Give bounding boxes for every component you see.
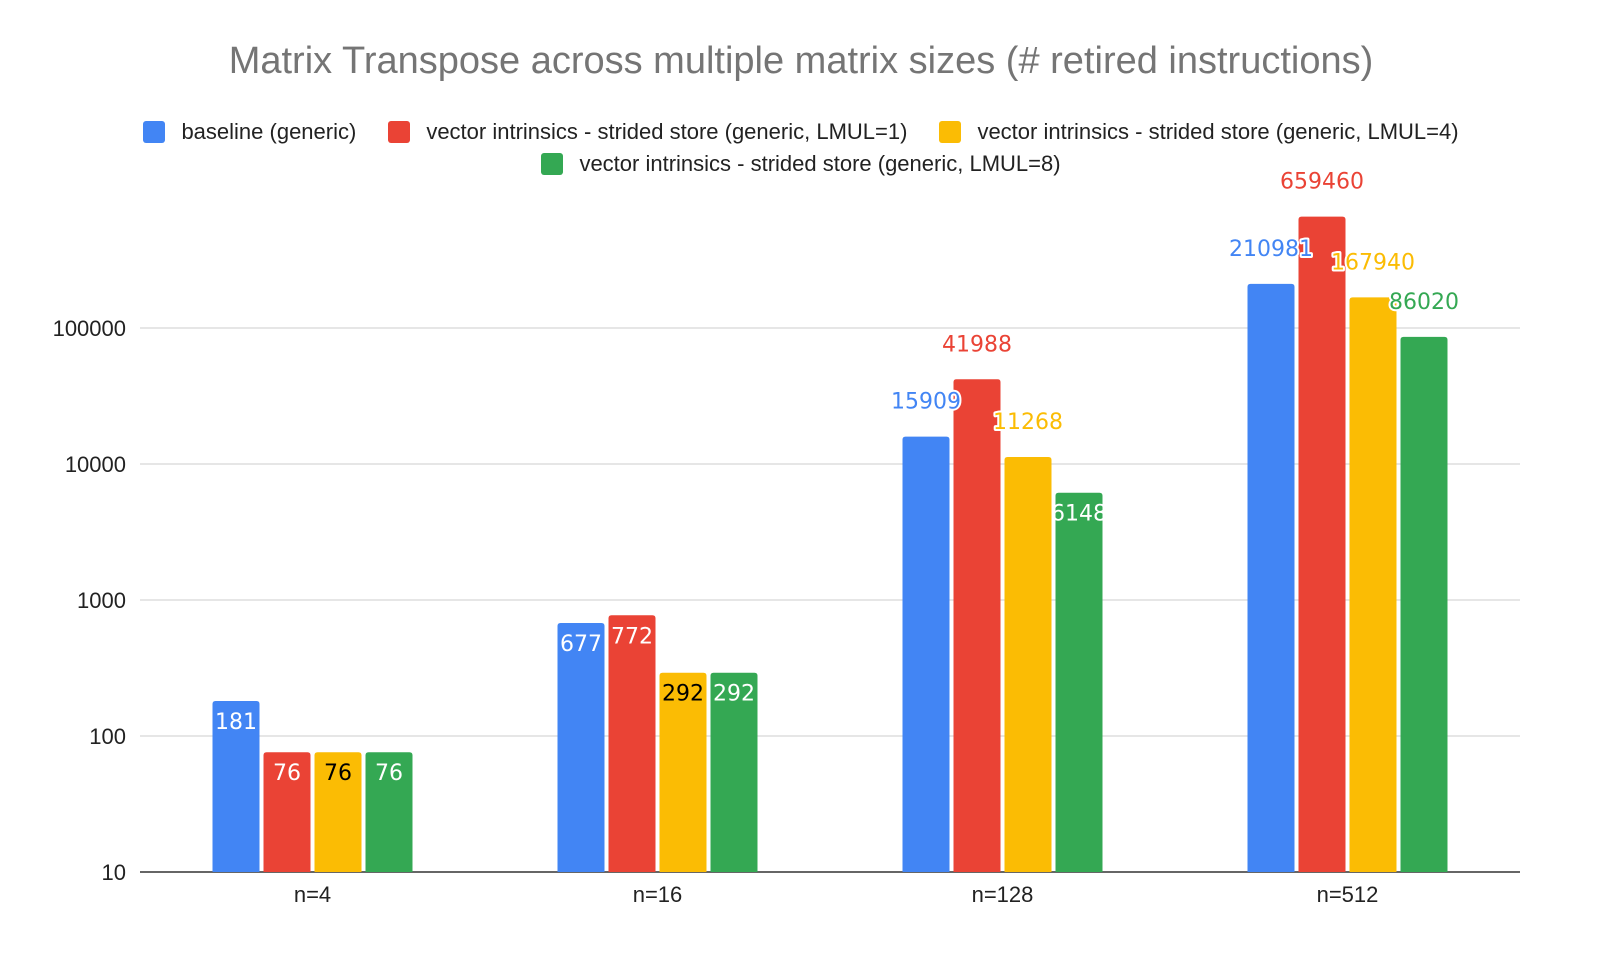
legend-item-lmul8[interactable]: vector intrinsics - strided store (gener… — [541, 151, 1061, 177]
x-tick-label-n=16: n=16 — [633, 882, 683, 907]
bar-n=16-series-0[interactable] — [557, 623, 605, 872]
bars-layer — [212, 216, 1448, 873]
data-label-n=16-series-0: 677 — [560, 632, 602, 657]
legend-item-baseline[interactable]: baseline (generic) — [143, 119, 356, 145]
legend-swatch-lmul1 — [388, 121, 411, 143]
x-tick-label-n=128: n=128 — [972, 882, 1034, 907]
legend-label-lmul1: vector intrinsics - strided store (gener… — [426, 119, 908, 144]
bar-n=16-series-1[interactable] — [608, 615, 656, 872]
y-tick-label: 100 — [89, 724, 126, 749]
legend-row-1: baseline (generic) vector intrinsics - s… — [0, 116, 1602, 148]
bar-n=128-series-1[interactable] — [953, 379, 1001, 872]
bar-n=4-series-0[interactable] — [212, 700, 260, 872]
legend-label-lmul8: vector intrinsics - strided store (gener… — [579, 151, 1061, 176]
data-label-n=4-series-1: 76 — [273, 761, 301, 786]
y-tick-label: 10 — [102, 860, 126, 885]
y-tick-label: 1000 — [77, 588, 126, 613]
data-label-n=512-series-0: 210981 — [1229, 237, 1313, 262]
data-label-n=16-series-2: 292 — [662, 682, 704, 707]
y-tick-label: 100000 — [53, 316, 126, 341]
bar-n=16-series-3[interactable] — [710, 672, 758, 872]
bar-n=128-series-2[interactable] — [1004, 456, 1052, 872]
data-label-n=4-series-2: 76 — [324, 761, 352, 786]
y-tick-label: 10000 — [65, 452, 126, 477]
legend: baseline (generic) vector intrinsics - s… — [0, 116, 1602, 180]
bar-n=4-series-1[interactable] — [263, 752, 311, 872]
bar-n=4-series-3[interactable] — [365, 752, 413, 872]
data-label-n=4-series-3: 76 — [375, 761, 403, 786]
data-label-n=128-series-1: 41988 — [942, 332, 1012, 357]
legend-label-lmul4: vector intrinsics - strided store (gener… — [977, 119, 1459, 144]
legend-swatch-lmul8 — [541, 153, 564, 175]
x-tick-label-n=4: n=4 — [294, 882, 331, 907]
chart-title: Matrix Transpose across multiple matrix … — [228, 40, 1374, 82]
legend-item-lmul4[interactable]: vector intrinsics - strided store (gener… — [939, 119, 1459, 145]
axis-layer: 10 100 1000 10000 100000 n=4 n=16 n=128 n=512 — [53, 316, 1379, 907]
bar-n=512-series-1[interactable] — [1298, 216, 1346, 873]
data-label-n=128-series-2: 11268 — [993, 410, 1063, 435]
bar-n=512-series-0[interactable] — [1247, 283, 1295, 872]
data-label-n=16-series-1: 772 — [611, 624, 653, 649]
data-label-n=512-series-1: 659460 — [1280, 170, 1364, 195]
bar-n=4-series-2[interactable] — [314, 752, 362, 872]
legend-item-lmul1[interactable]: vector intrinsics - strided store (gener… — [388, 119, 907, 145]
bar-n=128-series-0[interactable] — [902, 436, 950, 872]
data-label-n=4-series-0: 181 — [215, 710, 257, 735]
data-label-n=512-series-2: 167940 — [1331, 250, 1415, 275]
data-label-n=128-series-3: 6148 — [1051, 502, 1107, 527]
labels-layer: 181 76 76 76 677 772 292 292 15909 41988 11268 6148… — [215, 168, 1461, 787]
legend-swatch-baseline — [143, 121, 166, 143]
data-label-n=128-series-0: 15909 — [891, 390, 961, 415]
bar-n=16-series-2[interactable] — [659, 672, 707, 872]
bar-n=512-series-3[interactable] — [1400, 336, 1448, 872]
bar-n=512-series-2[interactable] — [1349, 297, 1397, 872]
x-tick-label-n=512: n=512 — [1317, 882, 1379, 907]
legend-swatch-lmul4 — [939, 121, 962, 143]
bar-n=128-series-3[interactable] — [1055, 492, 1103, 872]
data-label-n=16-series-3: 292 — [713, 682, 755, 707]
data-label-n=512-series-3: 86020 — [1389, 290, 1459, 315]
legend-row-2: vector intrinsics - strided store (gener… — [0, 148, 1602, 180]
legend-label-baseline: baseline (generic) — [181, 119, 357, 144]
